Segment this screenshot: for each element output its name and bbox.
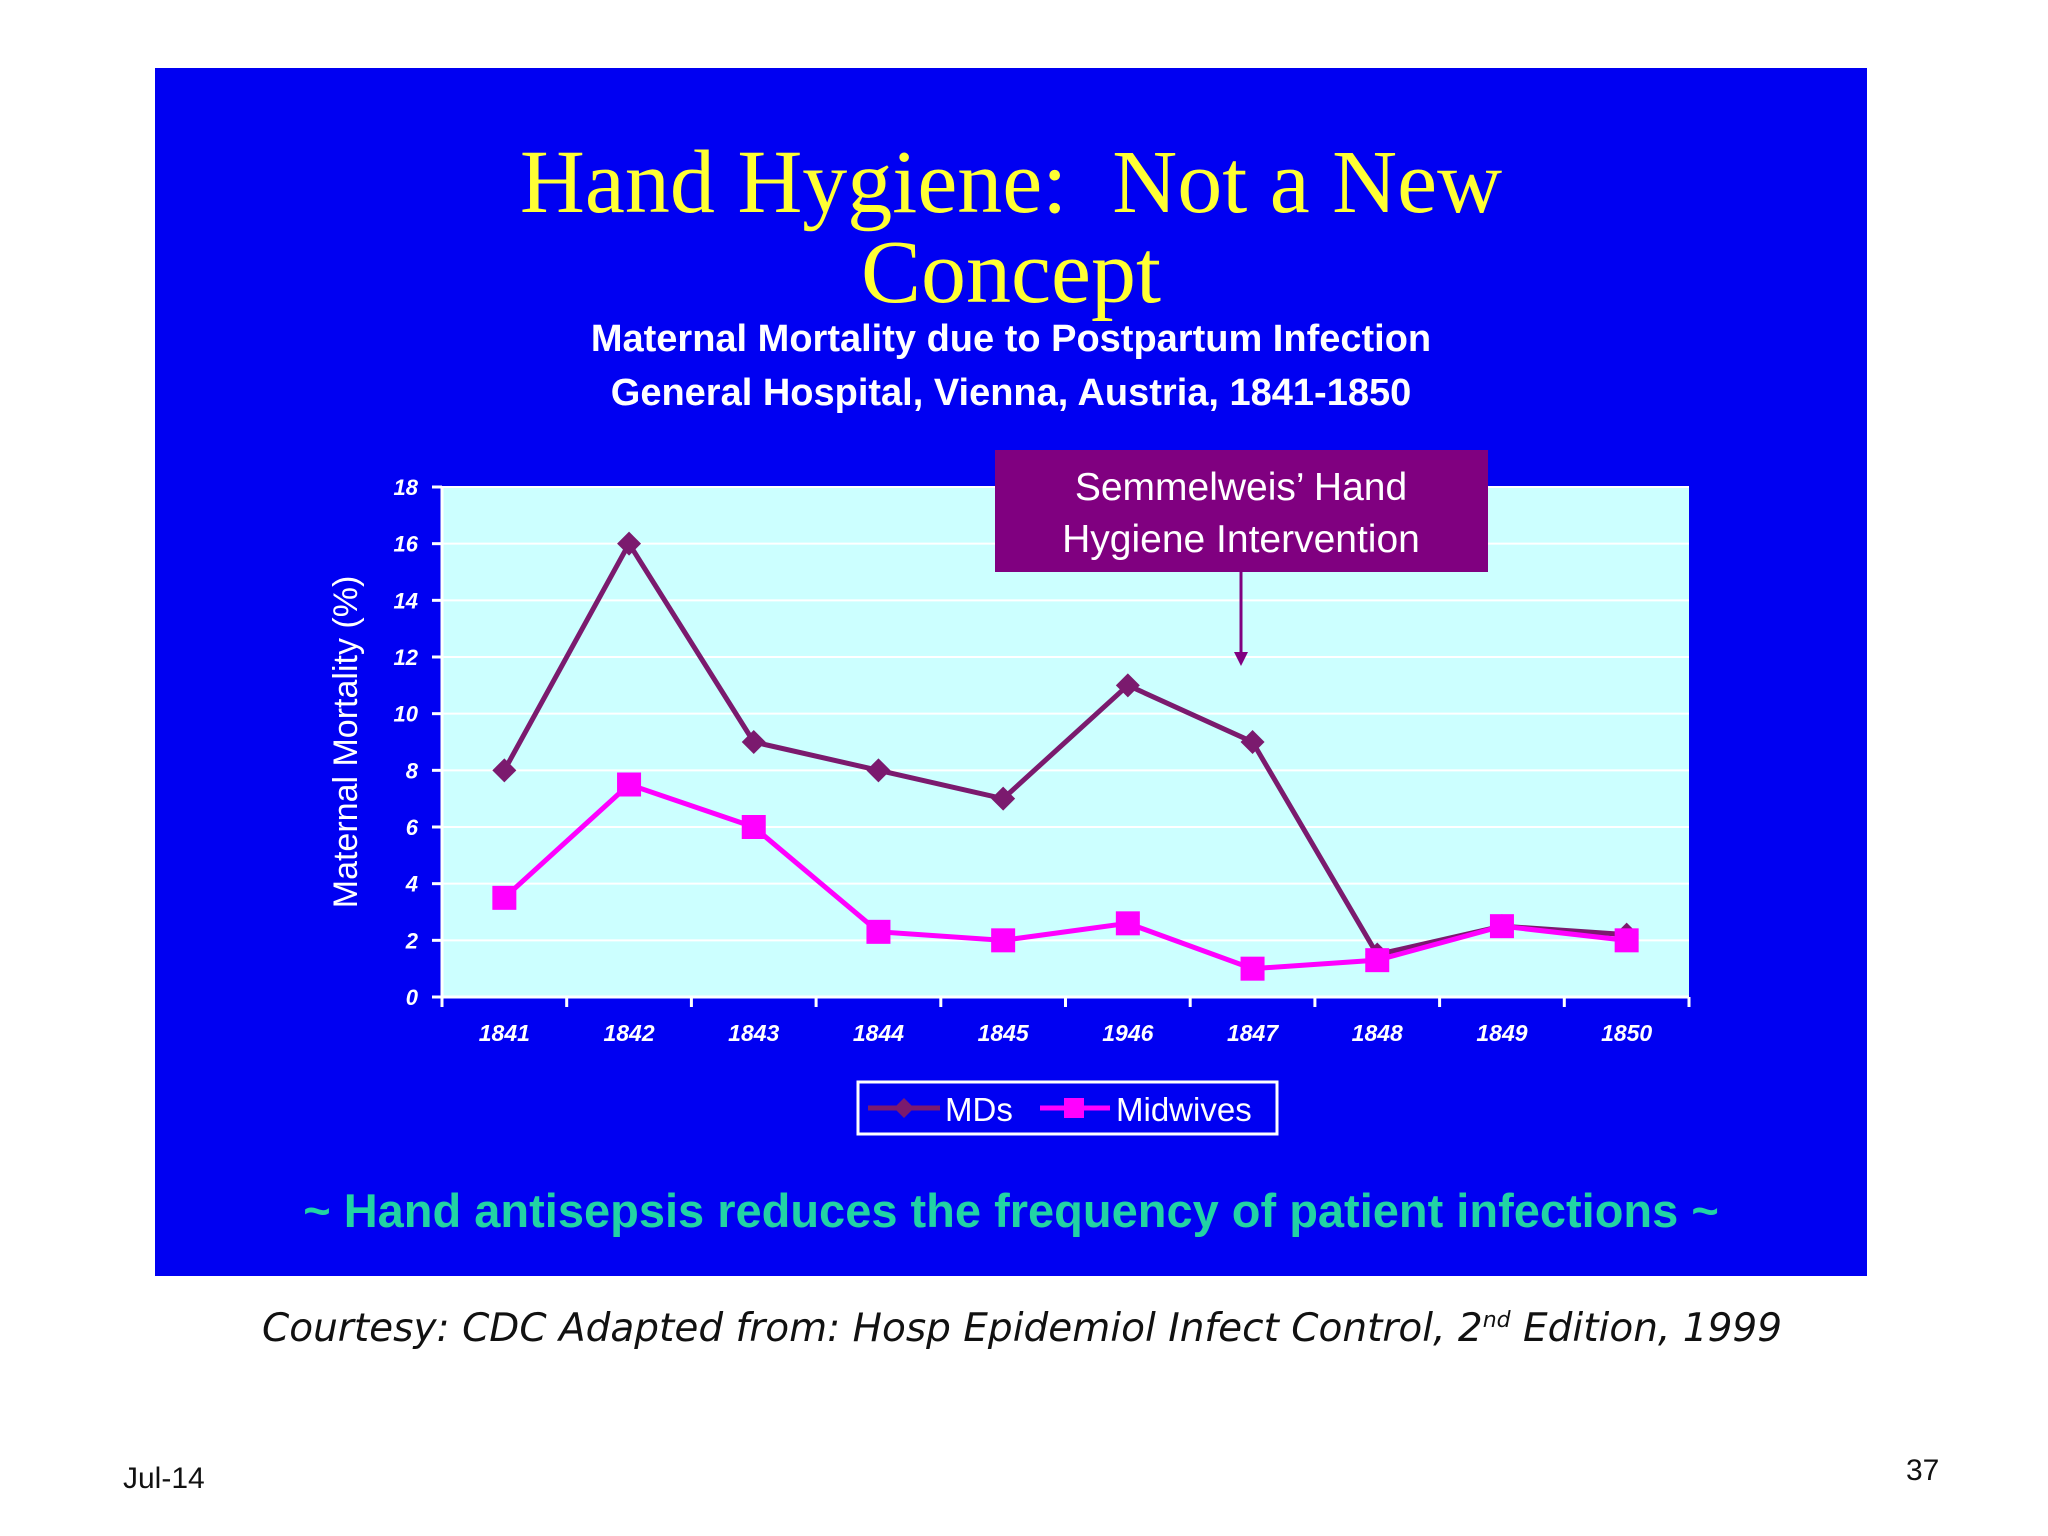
- data-point-mds: [866, 758, 891, 783]
- data-point-midwives: [866, 919, 891, 944]
- x-tick-label: 1849: [1476, 1020, 1527, 1046]
- series-layer: [492, 531, 1639, 981]
- legend-mds-label: MDs: [945, 1091, 1013, 1128]
- x-tick-label: 1844: [853, 1020, 904, 1046]
- y-tick-label: 2: [405, 928, 419, 953]
- y-ticks: 0 2 4 6 8 10 12 14 16 18: [394, 475, 442, 1010]
- data-point-mds: [617, 531, 642, 556]
- slide-date: Jul-14: [123, 1462, 205, 1495]
- y-tick-label: 6: [406, 815, 419, 840]
- annotation-line-1: Semmelweis’ Hand: [1075, 466, 1407, 509]
- source-credit: Courtesy: CDC Adapted from: Hosp Epidemi…: [262, 1306, 1782, 1351]
- x-tick-label: 1850: [1601, 1020, 1652, 1046]
- y-tick-label: 14: [394, 588, 418, 613]
- data-point-midwives: [1365, 948, 1390, 973]
- y-tick-label: 4: [405, 872, 418, 897]
- x-ticks: 1841 1842 1843 1844 1845 1946 1847 1848 1849 1850: [440, 997, 1691, 1046]
- x-tick-label: 1842: [603, 1020, 654, 1046]
- legend-box: [856, 1080, 1279, 1136]
- series-line-midwives: [502, 781, 1627, 972]
- x-tick-label: 1841: [479, 1020, 530, 1046]
- data-point-mds: [991, 786, 1016, 811]
- y-axis-title: Maternal Mortality (%): [327, 576, 365, 909]
- legend: MDs Midwives: [856, 1080, 1279, 1136]
- data-point-mds: [1115, 673, 1140, 698]
- credit-prefix: Courtesy: CDC Adapted from: Hosp Epidemi…: [262, 1306, 1483, 1351]
- y-tick-label: 12: [394, 645, 419, 670]
- credit-superscript: nd: [1482, 1308, 1511, 1333]
- data-point-midwives: [1115, 911, 1140, 936]
- data-point-mds: [741, 730, 766, 754]
- data-point-midwives: [741, 815, 766, 839]
- x-tick-label: 1845: [978, 1020, 1030, 1046]
- series-line-mds: [502, 538, 1627, 958]
- annotation-box: [995, 450, 1488, 572]
- x-tick-label: 1847: [1227, 1020, 1279, 1046]
- y-tick-label: 8: [406, 758, 419, 783]
- title-line-2: Concept: [861, 223, 1161, 322]
- annotation-line-2: Hygiene Intervention: [1062, 518, 1420, 561]
- tagline: ~ Hand antisepsis reduces the frequency …: [303, 1184, 1719, 1237]
- y-tick-label: 0: [406, 985, 419, 1010]
- data-point-midwives: [991, 928, 1016, 953]
- legend-midwives-square-icon: [1064, 1098, 1084, 1118]
- subtitle-line-1: Maternal Mortality due to Postpartum Inf…: [590, 318, 1432, 360]
- y-tick-label: 18: [394, 475, 419, 500]
- data-point-mds: [1240, 730, 1265, 754]
- x-tick-label: 1843: [728, 1020, 779, 1046]
- y-tick-label: 10: [394, 702, 419, 727]
- data-point-mds: [492, 758, 517, 783]
- data-point-midwives: [1489, 914, 1514, 939]
- data-point-midwives: [1614, 928, 1639, 953]
- x-tick-label: 1946: [1102, 1020, 1153, 1046]
- subtitle-line-2: General Hospital, Vienna, Austria, 1841-…: [610, 372, 1412, 414]
- slide-page-number: 37: [1906, 1454, 1940, 1487]
- intervention-annotation: Semmelweis’ Hand Hygiene Intervention: [995, 450, 1488, 666]
- x-tick-label: 1848: [1352, 1020, 1403, 1046]
- data-point-midwives: [1240, 956, 1265, 981]
- legend-midwives-label: Midwives: [1116, 1091, 1252, 1128]
- data-point-midwives: [617, 772, 642, 797]
- credit-suffix: Edition, 1999: [1510, 1306, 1783, 1351]
- y-tick-label: 16: [394, 532, 419, 557]
- annotation-arrow-head: [1234, 652, 1248, 666]
- title-line-1: Hand Hygiene: Not a New: [519, 133, 1503, 232]
- data-point-midwives: [492, 885, 517, 910]
- legend-mds-diamond-icon: [894, 1098, 914, 1118]
